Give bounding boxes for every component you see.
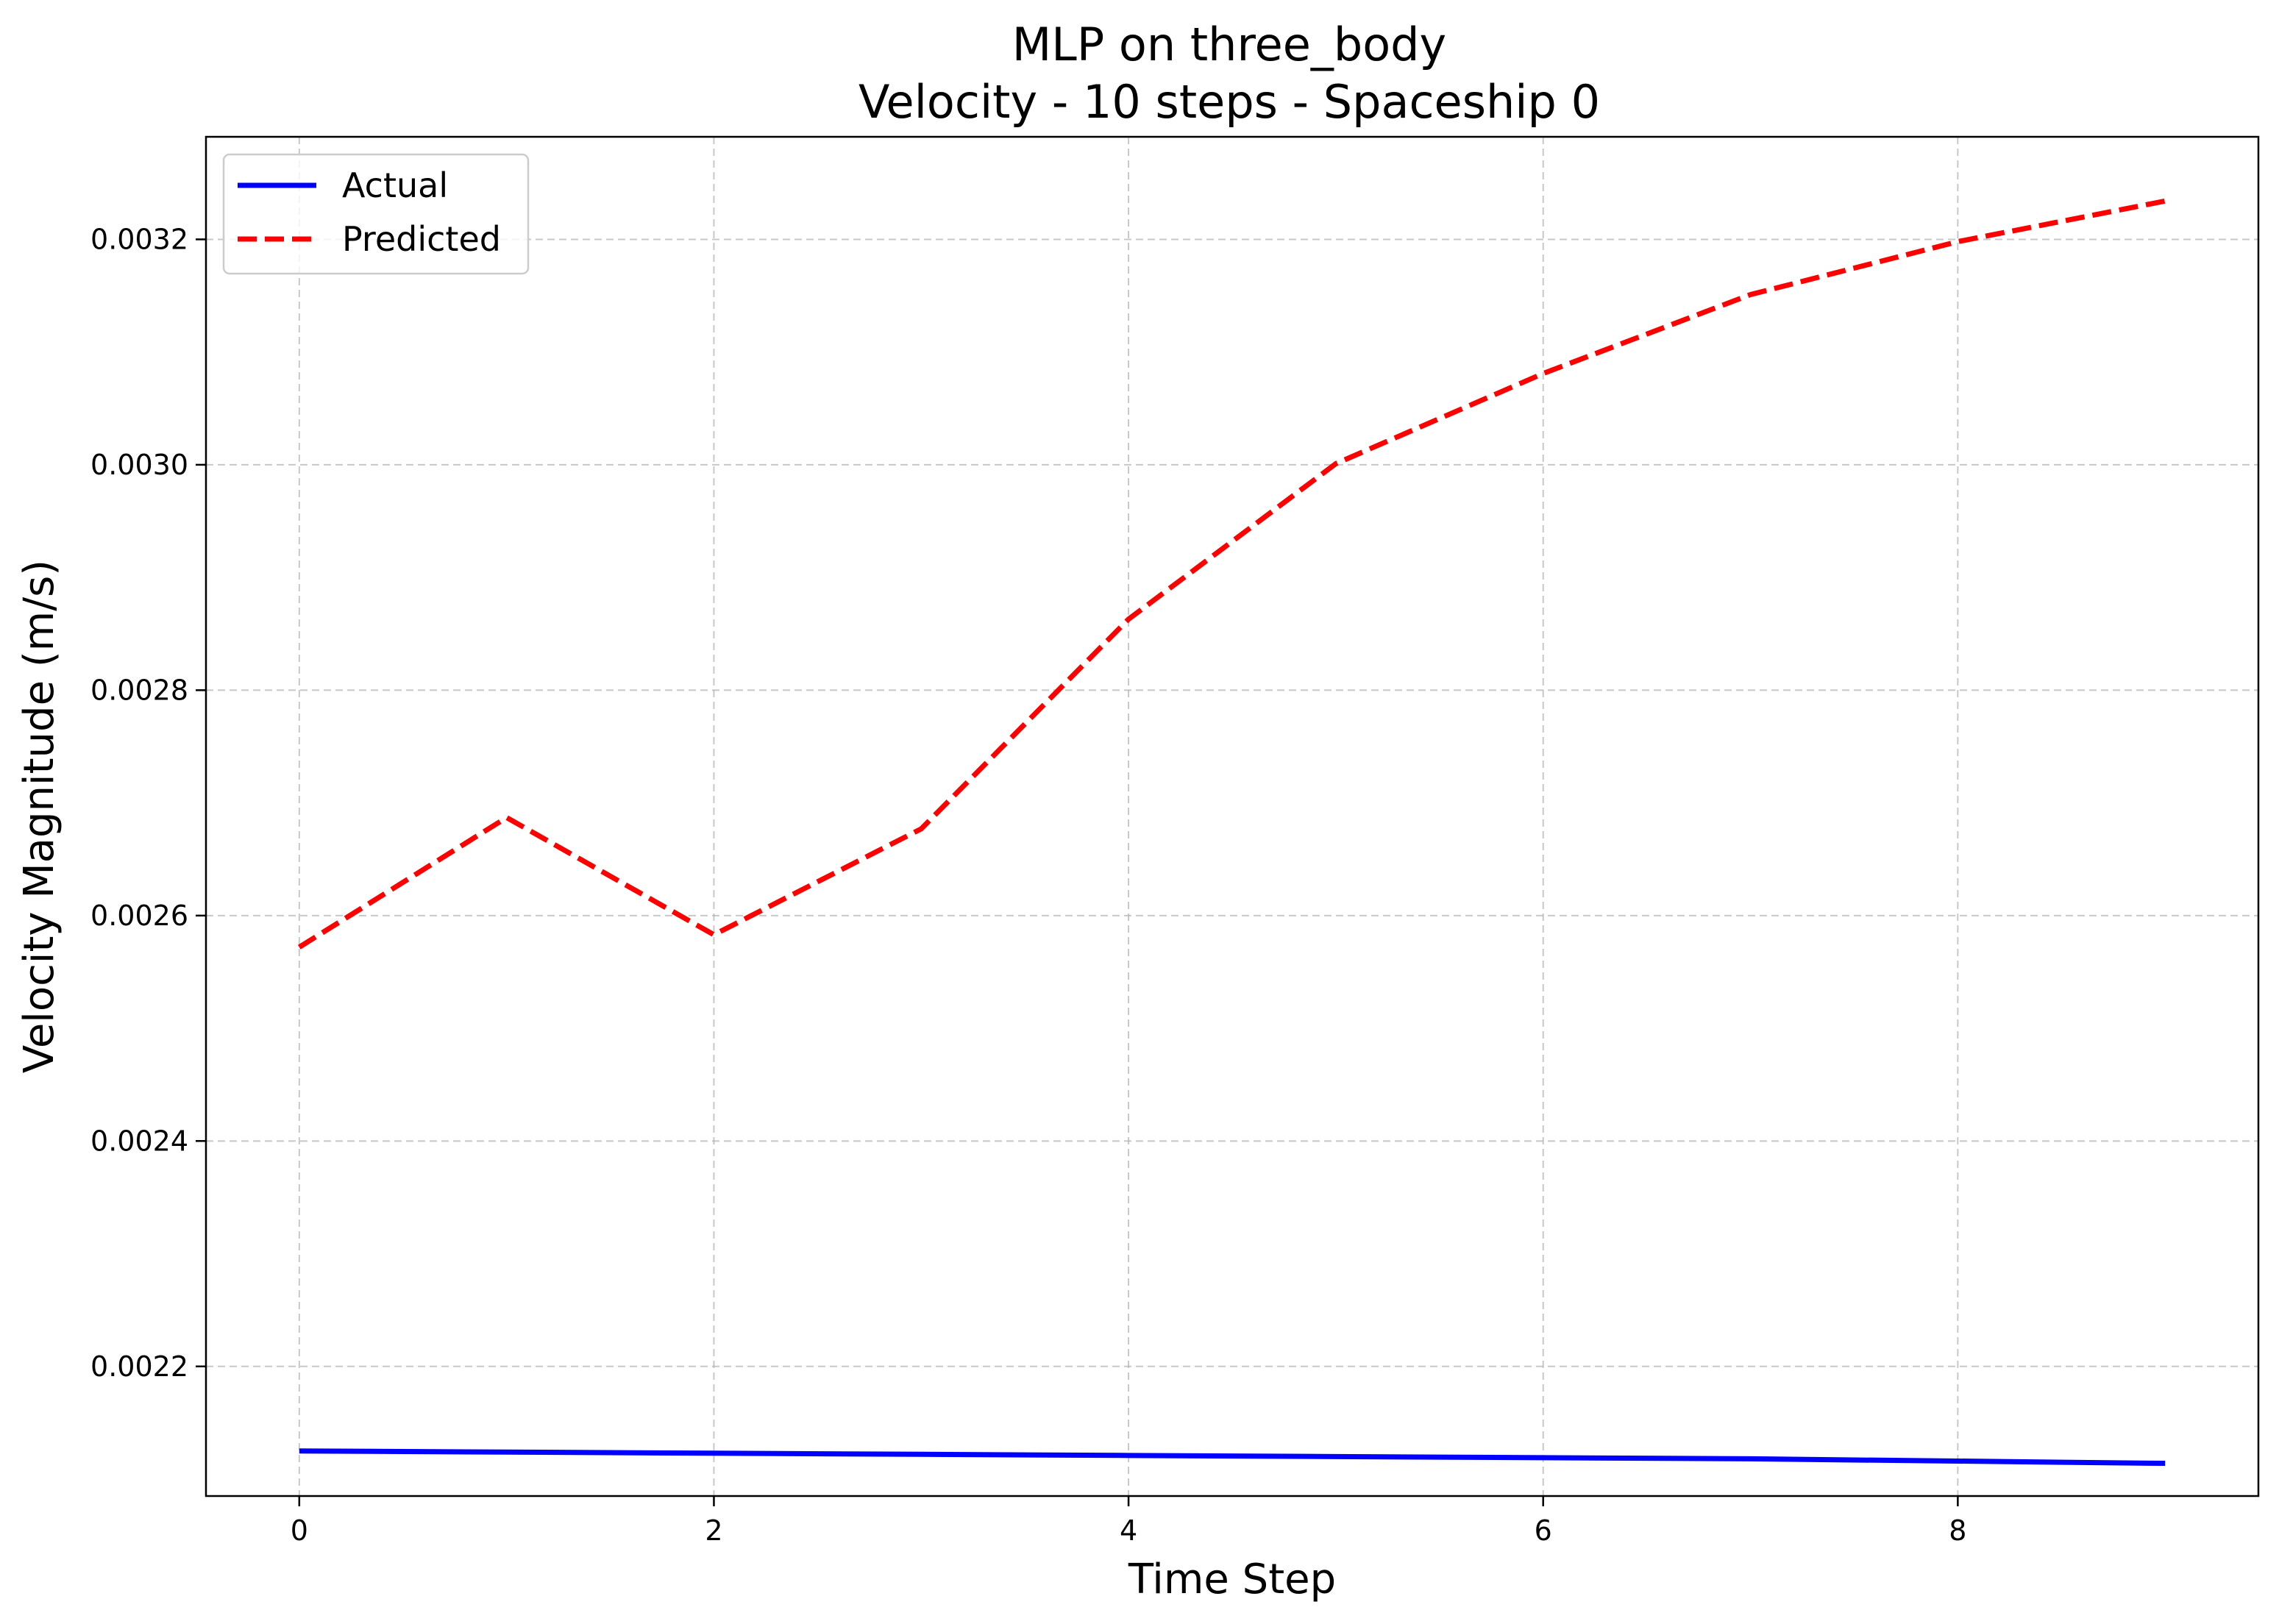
x-tick-label: 6	[1535, 1514, 1552, 1547]
y-ticks: 0.0022 0.0024 0.0026 0.0028 0.0030 0.0032	[90, 223, 206, 1383]
x-axis-label: Time Step	[1128, 1556, 1336, 1603]
x-tick-label: 2	[705, 1514, 722, 1547]
grid	[206, 137, 2258, 1496]
y-tick-label: 0.0028	[90, 674, 188, 706]
y-tick-label: 0.0030	[90, 449, 188, 481]
chart-subtitle: Velocity - 10 steps - Spaceship 0	[858, 75, 1600, 129]
legend-label-actual: Actual	[342, 165, 448, 205]
series-line-actual	[299, 1448, 2166, 1467]
plot-frame	[205, 135, 2260, 1497]
x-tick-label: 4	[1120, 1514, 1137, 1547]
legend: Actual Predicted	[222, 153, 530, 275]
x-tick-label: 8	[1949, 1514, 1966, 1547]
y-tick-label: 0.0026	[90, 900, 188, 932]
x-tick-label: 0	[291, 1514, 308, 1547]
series-line-predicted	[297, 198, 2166, 950]
y-axis-label: Velocity Magnitude (m/s)	[15, 560, 63, 1073]
y-tick-label: 0.0022	[90, 1350, 188, 1383]
series-lines	[297, 198, 2166, 1467]
x-ticks: 0 2 4 6 8	[291, 1496, 1966, 1547]
y-tick-label: 0.0024	[90, 1125, 188, 1157]
legend-label-predicted: Predicted	[342, 219, 501, 259]
y-tick-label: 0.0032	[90, 223, 188, 255]
chart-title: MLP on three_body	[1012, 18, 1446, 71]
